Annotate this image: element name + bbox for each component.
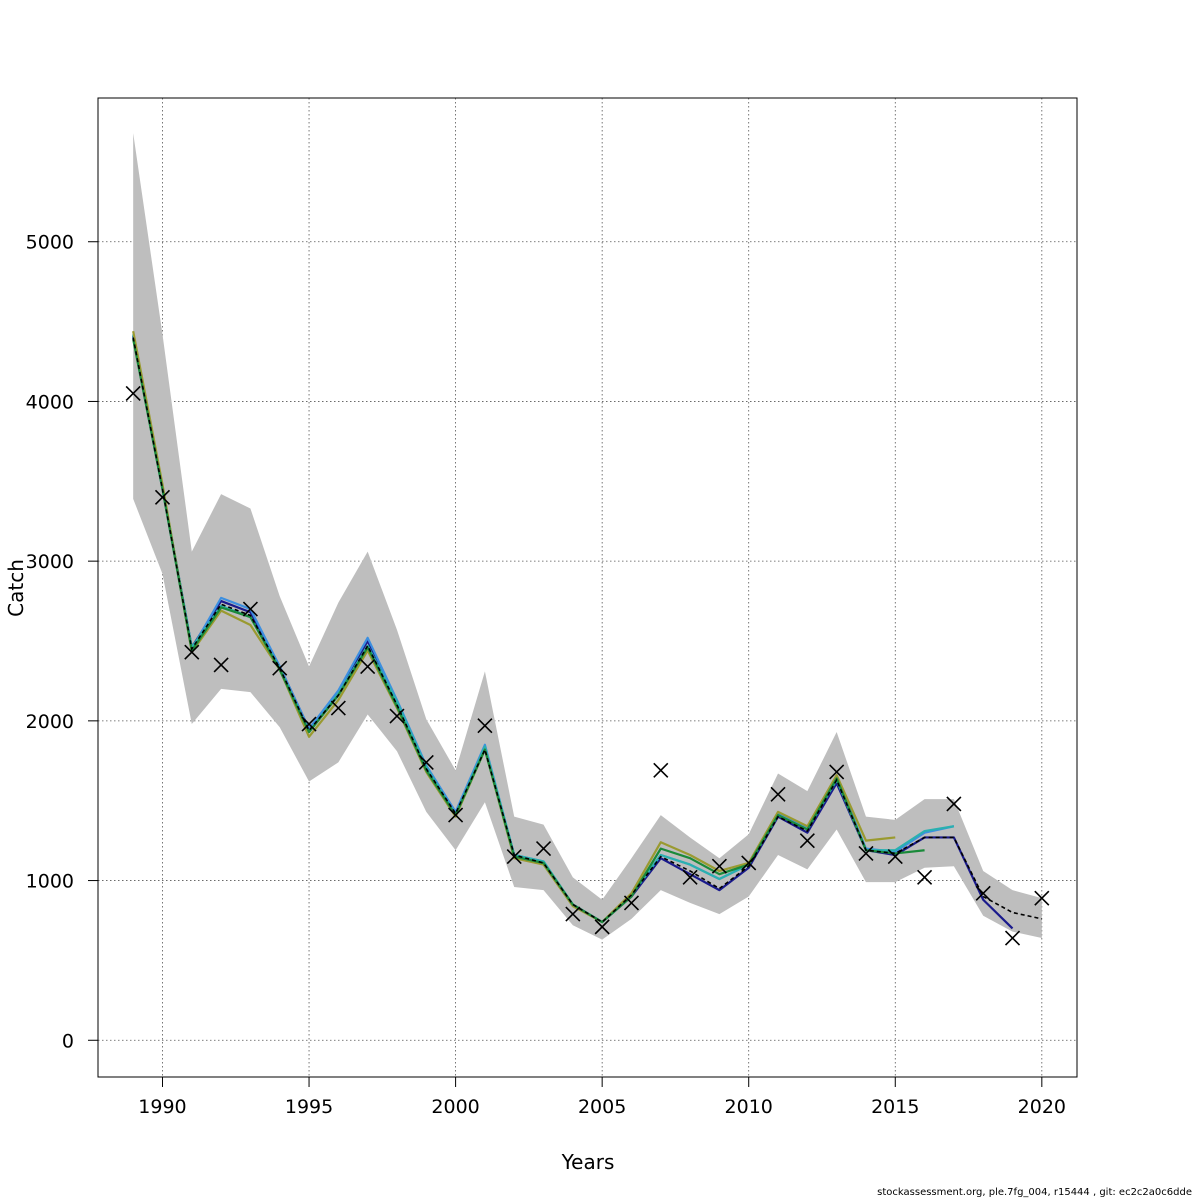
observed-point: [770, 786, 786, 802]
x-tick-label: 2010: [725, 1096, 773, 1118]
observed-point: [653, 762, 669, 778]
observed-point-stroke: [565, 906, 581, 922]
observed-point-stroke: [477, 718, 493, 734]
observed-point: [975, 885, 991, 901]
observed-point: [418, 754, 434, 770]
observed-point-stroke: [184, 644, 200, 660]
observed-point: [477, 718, 493, 734]
observed-point-stroke: [799, 833, 815, 849]
observed-point-stroke: [330, 700, 346, 716]
x-tick-label: 2005: [578, 1096, 626, 1118]
observed-point-stroke: [301, 716, 317, 732]
observed-point: [946, 796, 962, 812]
observed-point: [389, 708, 405, 724]
observed-point-stroke: [154, 489, 171, 505]
y-tick-label: 2000: [26, 711, 74, 733]
observed-point: [125, 385, 141, 402]
observed-point: [887, 849, 903, 865]
y-tick-label: 5000: [26, 232, 74, 254]
observed-point-stroke: [418, 754, 434, 770]
observed-point: [330, 700, 346, 716]
observed-point: [594, 919, 610, 935]
series-lines: [132, 330, 1043, 930]
x-axis-title: Years: [561, 1150, 615, 1174]
plot-frame: [97, 97, 1078, 1078]
observed-point-stroke: [535, 841, 552, 857]
base-series-line: [132, 337, 1043, 924]
observed-point-stroke: [653, 762, 669, 778]
observed-point-stroke: [272, 660, 288, 676]
y-axis-title: Catch: [4, 559, 28, 617]
observed-point-stroke: [213, 657, 229, 673]
observed-point: [917, 869, 933, 885]
confidence-band: [133, 133, 1042, 940]
x-tick-label: 2000: [431, 1096, 479, 1118]
observed-point: [1004, 930, 1021, 946]
observed-point: [184, 644, 200, 660]
x-tick-label: 2020: [1018, 1096, 1066, 1118]
observed-point-stroke: [682, 869, 698, 885]
observed-point: [535, 841, 552, 857]
observed-point: [448, 807, 464, 823]
observed-point: [741, 855, 757, 871]
grid-lines: [98, 98, 1077, 1077]
observed-point: [565, 906, 581, 922]
observed-point-stroke: [448, 807, 464, 823]
observed-point-stroke: [741, 855, 757, 871]
observed-point-stroke: [242, 601, 258, 617]
observed-point: [154, 489, 171, 505]
observed-point-stroke: [623, 895, 640, 911]
observed-point: [1034, 890, 1050, 906]
observed-point: [858, 845, 874, 861]
observed-point: [623, 895, 640, 911]
uncertainty-band: [133, 133, 1042, 940]
observed-point: [506, 849, 522, 865]
observed-point-stroke: [1004, 930, 1021, 946]
observed-point: [711, 858, 727, 874]
footer-caption: stockassessment.org, ple.7fg_004, r15444…: [877, 1187, 1192, 1198]
y-axis: 0 1000 2000 3000 4000 5000: [26, 232, 98, 1052]
observed-point-stroke: [360, 658, 376, 675]
x-tick-label: 1990: [138, 1096, 186, 1118]
observed-point-stroke: [711, 858, 727, 874]
y-tick-label: 1000: [26, 871, 74, 893]
observed-point-stroke: [946, 796, 962, 812]
observed-point: [682, 869, 698, 885]
x-tick-label: 1995: [285, 1096, 333, 1118]
observed-point: [242, 601, 258, 617]
observed-point-stroke: [125, 385, 141, 402]
observed-point: [799, 833, 815, 849]
observed-point-stroke: [858, 845, 874, 861]
observed-point-stroke: [917, 869, 933, 885]
x-tick-label: 2015: [871, 1096, 919, 1118]
observed-point-stroke: [1034, 890, 1050, 906]
x-axis: 1990 1995 2000 2005 2010 2015 2020: [138, 1077, 1066, 1118]
observed-point-stroke: [887, 849, 903, 865]
series-line: [132, 330, 896, 924]
observed-points: [125, 385, 1050, 946]
observed-point: [213, 657, 229, 673]
y-tick-label: 3000: [26, 551, 74, 573]
observed-point-stroke: [770, 786, 786, 802]
y-tick-label: 4000: [26, 391, 74, 413]
observed-point-stroke: [829, 764, 845, 780]
observed-point-stroke: [975, 885, 991, 901]
observed-point: [360, 658, 376, 675]
observed-point: [829, 764, 845, 780]
y-tick-label: 0: [62, 1030, 74, 1052]
observed-point-stroke: [506, 849, 522, 865]
observed-point-stroke: [389, 708, 405, 724]
observed-point: [301, 716, 317, 732]
observed-point-stroke: [594, 919, 610, 935]
observed-point: [272, 660, 288, 676]
